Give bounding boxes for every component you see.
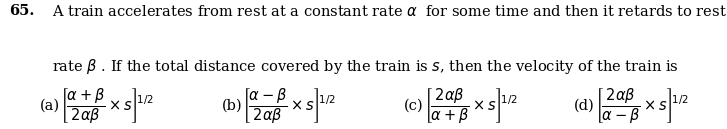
Text: $\left[\dfrac{\alpha+\beta}{2\alpha\beta}\times s\right]^{\!1/2}$: $\left[\dfrac{\alpha+\beta}{2\alpha\beta… [60, 86, 154, 125]
Text: (d): (d) [574, 99, 595, 113]
Text: (b): (b) [222, 99, 242, 113]
Text: A train accelerates from rest at a constant rate $\alpha$  for some time and the: A train accelerates from rest at a const… [52, 4, 727, 19]
Text: $\left[\dfrac{2\alpha\beta}{\alpha-\beta}\times s\right]^{\!1/2}$: $\left[\dfrac{2\alpha\beta}{\alpha-\beta… [595, 86, 688, 125]
Text: 65.: 65. [9, 4, 34, 18]
Text: $\left[\dfrac{\alpha-\beta}{2\alpha\beta}\times s\right]^{\!1/2}$: $\left[\dfrac{\alpha-\beta}{2\alpha\beta… [242, 86, 336, 125]
Text: rate $\beta$ . If the total distance covered by the train is $s$, then the veloc: rate $\beta$ . If the total distance cov… [52, 57, 679, 76]
Text: $\left[\dfrac{2\alpha\beta}{\alpha+\beta}\times s\right]^{\!1/2}$: $\left[\dfrac{2\alpha\beta}{\alpha+\beta… [424, 86, 518, 125]
Text: (c): (c) [403, 99, 423, 113]
Text: (a): (a) [40, 99, 60, 113]
